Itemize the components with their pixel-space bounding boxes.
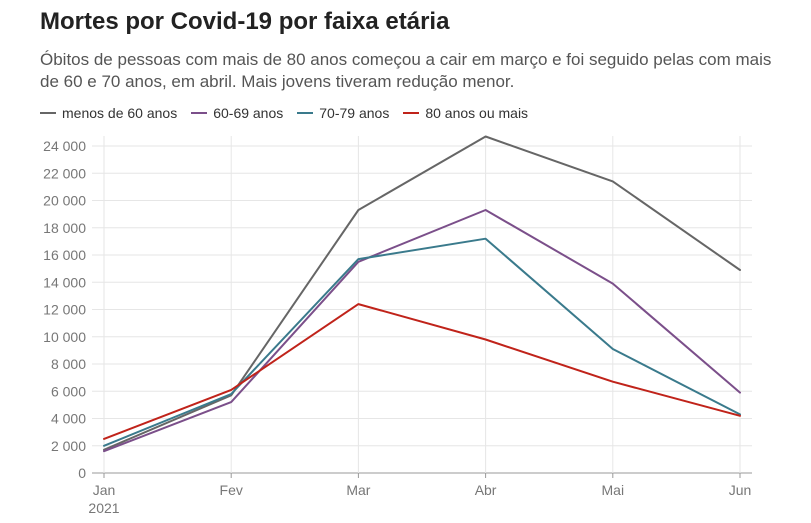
series-line-under-60	[103, 135, 741, 451]
legend-item-60-69: 60-69 anos	[191, 105, 283, 121]
legend-swatch-60-69	[191, 112, 208, 114]
legend-label-60-69: 60-69 anos	[213, 105, 284, 121]
y-tick-label: 22 000	[43, 165, 86, 181]
legend-swatch-70-79	[297, 112, 314, 114]
legend-item-70-79: 70-79 anos	[297, 105, 389, 121]
series-line-60-69	[103, 209, 741, 453]
legend-item-80-plus: 80 anos ou mais	[403, 105, 528, 121]
y-tick-label: 24 000	[43, 138, 86, 154]
series-layer	[103, 135, 741, 453]
x-year-label: 2021	[88, 500, 119, 516]
legend-label-80-plus: 80 anos ou mais	[425, 105, 529, 121]
y-tick-label: 10 000	[43, 329, 86, 345]
x-tick-label: Abr	[475, 482, 497, 498]
y-tick-label: 18 000	[43, 220, 86, 236]
x-tick-label: Jun	[729, 482, 752, 498]
x-tick-label: Fev	[220, 482, 243, 498]
legend-label-under-60: menos de 60 anos	[62, 105, 178, 121]
y-tick-label: 2 000	[51, 438, 86, 454]
x-tick-label: Mai	[602, 482, 625, 498]
legend-item-under-60: menos de 60 anos	[40, 105, 177, 121]
chart-title: Mortes por Covid-19 por faixa etária	[40, 8, 450, 35]
legend-swatch-under-60	[40, 112, 56, 114]
y-tick-label: 4 000	[51, 411, 86, 427]
series-line-80-plus	[103, 303, 741, 440]
grid-layer	[92, 136, 752, 474]
x-tick-label: Mar	[346, 482, 370, 498]
y-tick-label: 6 000	[51, 383, 86, 399]
chart-legend: menos de 60 anos 60-69 anos 70-79 anos 8…	[40, 105, 528, 121]
legend-swatch-80-plus	[403, 112, 420, 114]
y-tick-label: 20 000	[43, 193, 86, 209]
legend-label-70-79: 70-79 anos	[319, 105, 390, 121]
y-tick-label: 12 000	[43, 302, 86, 318]
y-tick-label: 0	[78, 465, 86, 481]
y-tick-label: 16 000	[43, 247, 86, 263]
y-tick-label: 14 000	[43, 274, 86, 290]
y-tick-label: 8 000	[51, 356, 86, 372]
series-line-70-79	[103, 237, 741, 447]
x-tick-label: Jan	[93, 482, 116, 498]
chart-subtitle: Óbitos de pessoas com mais de 80 anos co…	[40, 50, 772, 91]
axis-layer: 0 2 000 4 000 6 000 8 000 10 000 12 000 14 000 1…	[43, 138, 751, 516]
